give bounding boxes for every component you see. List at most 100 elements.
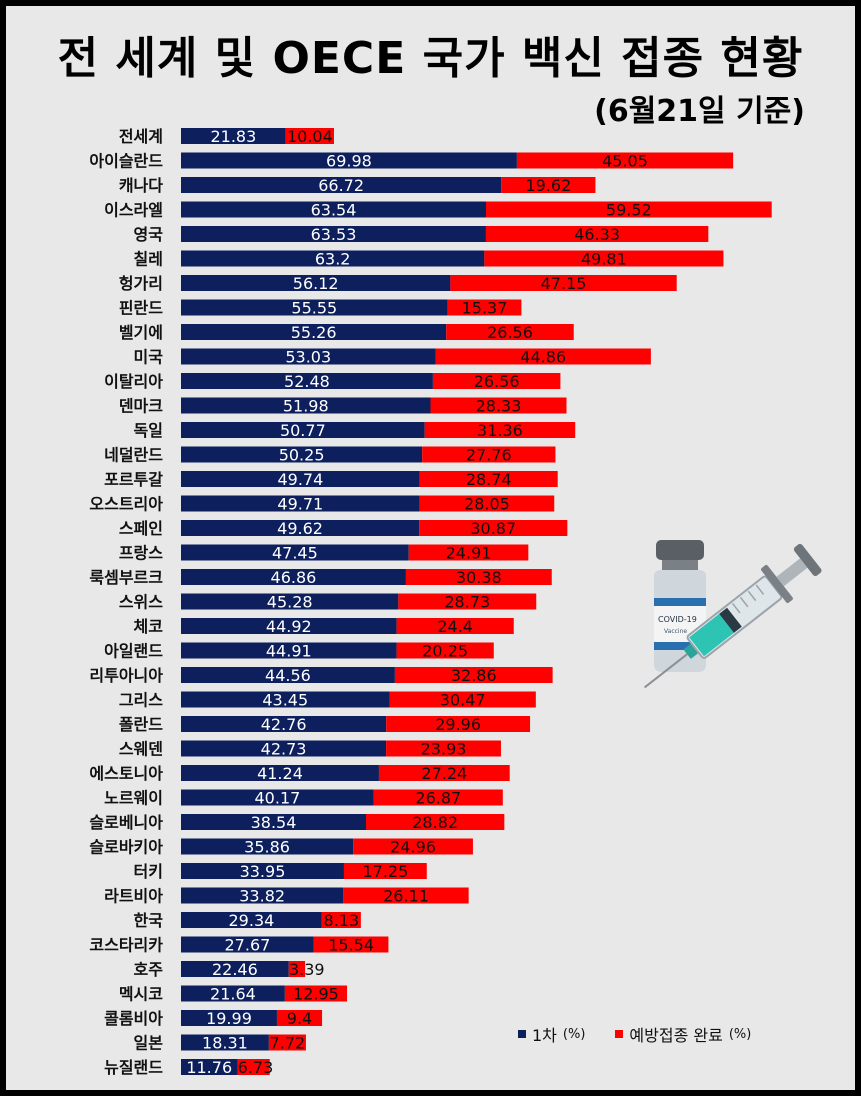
data-label-fully-vaccinated-33: 8.13 [324, 911, 360, 930]
bar-fully-vaccinated-33 [321, 912, 361, 928]
data-label-fully-vaccinated-2: 45.05 [602, 152, 648, 171]
bar-first-dose-25 [181, 716, 387, 732]
data-label-fully-vaccinated-12: 28.33 [476, 397, 522, 416]
bar-fully-vaccinated-1 [285, 128, 334, 144]
data-label-fully-vaccinated-13: 31.36 [477, 421, 523, 440]
bar-fully-vaccinated-26 [386, 740, 501, 757]
bar-fully-vaccinated-15 [419, 471, 558, 487]
data-label-first-dose-28: 40.17 [255, 789, 301, 808]
bar-fully-vaccinated-28 [373, 789, 503, 806]
category-label-32: 라트비아 [104, 887, 163, 906]
bar-first-dose-2 [181, 152, 517, 169]
data-label-first-dose-21: 44.92 [266, 617, 312, 636]
data-label-first-dose-20: 45.28 [267, 593, 313, 612]
category-label-35: 호주 [134, 960, 164, 979]
chart-title: 전 세계 및 OECE 국가 백신 접종 현황 [57, 33, 804, 84]
data-label-first-dose-25: 42.76 [261, 715, 307, 734]
category-label-36: 멕시코 [119, 985, 163, 1004]
category-label-26: 스웨덴 [119, 740, 163, 759]
bar-first-dose-32 [181, 887, 344, 904]
bar-fully-vaccinated-11 [432, 373, 561, 389]
data-label-first-dose-23: 44.56 [265, 666, 311, 685]
category-label-11: 이탈리아 [104, 372, 163, 391]
data-label-first-dose-14: 50.25 [279, 446, 325, 465]
bar-first-dose-39 [181, 1059, 238, 1075]
category-label-15: 포르투갈 [104, 470, 163, 489]
data-label-first-dose-10: 53.03 [285, 348, 331, 367]
bar-chart: 전세계 21.83 10.04 아이슬란드 69.98 45.05 캐나다 66.72 19.6… [89, 127, 772, 1077]
data-label-fully-vaccinated-20: 28.73 [444, 593, 490, 612]
chart-legend: 1차 (%) 예방접종 완료 (%) [518, 1022, 751, 1046]
data-label-first-dose-33: 29.34 [229, 911, 275, 930]
category-label-25: 폴란드 [119, 715, 163, 734]
data-label-first-dose-1: 21.83 [210, 127, 256, 146]
bar-first-dose-23 [181, 667, 395, 683]
bar-fully-vaccinated-4 [485, 201, 772, 218]
bar-first-dose-36 [181, 985, 285, 1002]
bar-first-dose-18 [181, 544, 409, 561]
chart-subtitle: (6월21일 기준) [594, 94, 805, 129]
category-label-6: 칠레 [134, 250, 163, 269]
data-label-fully-vaccinated-11: 26.56 [474, 372, 520, 391]
bar-first-dose-15 [181, 471, 420, 487]
data-label-fully-vaccinated-23: 32.86 [451, 666, 497, 685]
data-label-first-dose-4: 63.54 [311, 201, 357, 220]
category-label-9: 벨기에 [119, 323, 163, 342]
data-label-fully-vaccinated-15: 28.74 [466, 470, 512, 489]
bar-first-dose-1 [181, 128, 286, 144]
category-label-22: 아일랜드 [104, 642, 163, 661]
bar-first-dose-13 [181, 422, 425, 438]
data-label-first-dose-13: 50.77 [280, 421, 326, 440]
bar-first-dose-4 [181, 201, 486, 218]
legend-swatch-first-dose [518, 1030, 526, 1038]
legend-label-first-dose: 1차 [532, 1026, 557, 1045]
bar-fully-vaccinated-29 [365, 814, 505, 830]
category-label-19: 룩셈부르크 [89, 568, 163, 587]
bar-first-dose-16 [181, 495, 420, 512]
bar-fully-vaccinated-5 [485, 226, 709, 242]
bar-fully-vaccinated-25 [386, 716, 531, 732]
bar-first-dose-22 [181, 642, 397, 659]
data-label-first-dose-18: 47.45 [272, 544, 318, 563]
data-label-fully-vaccinated-10: 44.86 [520, 348, 566, 367]
data-label-first-dose-38: 18.31 [202, 1034, 248, 1053]
bar-first-dose-21 [181, 618, 397, 634]
bar-fully-vaccinated-10 [435, 348, 651, 365]
bar-fully-vaccinated-3 [501, 177, 596, 193]
category-label-12: 덴마크 [119, 397, 163, 416]
data-label-first-dose-16: 49.71 [277, 495, 323, 514]
data-label-first-dose-34: 27.67 [225, 936, 271, 955]
data-label-fully-vaccinated-36: 12.95 [293, 985, 339, 1004]
category-label-27: 에스토니아 [89, 764, 163, 783]
data-label-fully-vaccinated-28: 26.87 [415, 789, 461, 808]
data-label-first-dose-35: 22.46 [212, 960, 258, 979]
bar-first-dose-14 [181, 446, 423, 463]
bar-fully-vaccinated-18 [408, 544, 529, 561]
bar-first-dose-37 [181, 1010, 277, 1026]
data-label-first-dose-19: 46.86 [271, 568, 317, 587]
data-label-fully-vaccinated-4: 59.52 [606, 201, 652, 220]
bar-fully-vaccinated-20 [398, 593, 537, 610]
bar-fully-vaccinated-34 [313, 936, 389, 953]
data-label-first-dose-22: 44.91 [266, 642, 312, 661]
bar-fully-vaccinated-2 [516, 152, 734, 169]
bar-fully-vaccinated-7 [450, 275, 677, 291]
category-label-5: 영국 [134, 225, 164, 244]
data-label-first-dose-39: 11.76 [186, 1058, 232, 1077]
data-label-fully-vaccinated-22: 20.25 [422, 642, 468, 661]
bar-first-dose-9 [181, 324, 447, 340]
data-label-fully-vaccinated-17: 30.87 [470, 519, 516, 538]
bar-fully-vaccinated-30 [353, 838, 473, 855]
data-label-fully-vaccinated-3: 19.62 [525, 176, 571, 195]
bar-fully-vaccinated-9 [446, 324, 574, 340]
bar-first-dose-12 [181, 397, 431, 414]
data-label-fully-vaccinated-5: 46.33 [574, 225, 620, 244]
svg-text:Vaccine: Vaccine [664, 628, 687, 635]
bar-first-dose-5 [181, 226, 486, 242]
category-label-39: 뉴질랜드 [104, 1058, 163, 1077]
bar-fully-vaccinated-24 [389, 691, 536, 708]
data-label-first-dose-5: 63.53 [311, 225, 357, 244]
bar-fully-vaccinated-22 [396, 642, 494, 659]
category-label-20: 스위스 [119, 593, 163, 612]
category-label-8: 핀란드 [119, 299, 163, 318]
